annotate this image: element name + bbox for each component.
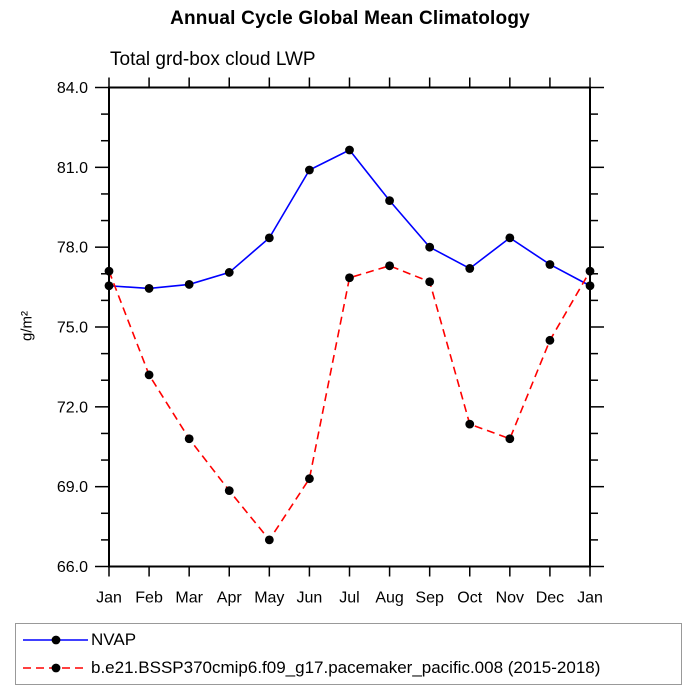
x-tick-label: Jun — [297, 590, 323, 607]
plot-frame — [108, 86, 591, 568]
data-point-marker — [545, 260, 555, 269]
y-tick-label: 66.0 — [57, 559, 88, 576]
data-point-marker — [104, 281, 114, 291]
x-tick-label: Mar — [175, 590, 203, 607]
x-tick-label: Sep — [415, 590, 444, 607]
data-point-marker — [465, 264, 475, 273]
data-point-marker — [585, 266, 595, 276]
data-point-marker — [144, 284, 154, 293]
x-tick-label: May — [254, 590, 284, 607]
legend-entry-model: b.e21.BSSP370cmip6.f09_g17.pacemaker_pac… — [16, 654, 681, 682]
legend-line-sample-dashed — [23, 663, 88, 673]
data-point-marker — [585, 281, 595, 291]
y-tick-label: 69.0 — [57, 479, 88, 496]
data-point-marker — [505, 434, 515, 444]
y-tick-label: 81.0 — [57, 160, 88, 177]
data-point-marker — [385, 261, 394, 271]
data-point-marker — [104, 266, 114, 276]
x-tick-label: Jan — [96, 590, 122, 607]
legend-marker-icon — [51, 663, 61, 673]
y-tick-label: 72.0 — [57, 399, 88, 416]
x-tick-label: Nov — [496, 590, 524, 607]
data-point-marker — [345, 273, 354, 283]
x-tick-label: Apr — [217, 590, 243, 607]
x-tick-label: Feb — [135, 590, 163, 607]
x-tick-label: Aug — [375, 590, 403, 607]
data-point-marker — [385, 196, 394, 205]
legend-label-model: b.e21.BSSP370cmip6.f09_g17.pacemaker_pac… — [91, 658, 601, 677]
data-point-marker — [425, 242, 435, 252]
legend-box: NVAP b.e21.BSSP370cmip6.f09_g17.pacemake… — [15, 623, 682, 685]
data-point-marker — [144, 370, 154, 380]
x-tick-label: Jan — [577, 590, 603, 607]
x-tick-label: Oct — [457, 590, 482, 607]
data-point-marker — [224, 486, 234, 496]
data-point-marker — [425, 277, 435, 287]
data-point-marker — [184, 434, 194, 444]
plot-area: 66.0 69.0 72.0 75.0 78.0 81.0 84.0 Jan Feb Mar Apr… — [57, 77, 604, 607]
data-point-marker — [184, 280, 194, 289]
x-tick-label: Dec — [536, 590, 564, 607]
chart-title: Annual Cycle Global Mean Climatology — [170, 8, 530, 29]
data-point-marker — [305, 165, 314, 175]
data-point-marker — [224, 268, 234, 277]
x-tick-label: Jul — [339, 590, 359, 607]
axes-ticks — [95, 77, 604, 577]
data-point-marker — [305, 474, 314, 484]
legend-entry-nvap: NVAP — [16, 626, 681, 654]
data-point-marker — [264, 233, 274, 243]
data-point-marker — [345, 145, 354, 155]
data-point-marker — [505, 233, 515, 243]
series-line-0 — [108, 149, 591, 290]
legend-marker-icon — [51, 635, 61, 645]
chart-subtitle: Total grd-box cloud LWP — [110, 49, 316, 70]
data-point-marker — [465, 419, 475, 429]
y-tick-label: 78.0 — [57, 240, 88, 257]
legend-label-nvap: NVAP — [91, 630, 137, 649]
data-point-marker — [545, 335, 555, 345]
series-line-1 — [108, 264, 591, 542]
y-tick-label: 75.0 — [57, 320, 88, 337]
legend-line-sample-solid — [23, 635, 88, 645]
data-point-marker — [264, 535, 274, 545]
y-tick-label: 84.0 — [57, 80, 88, 97]
